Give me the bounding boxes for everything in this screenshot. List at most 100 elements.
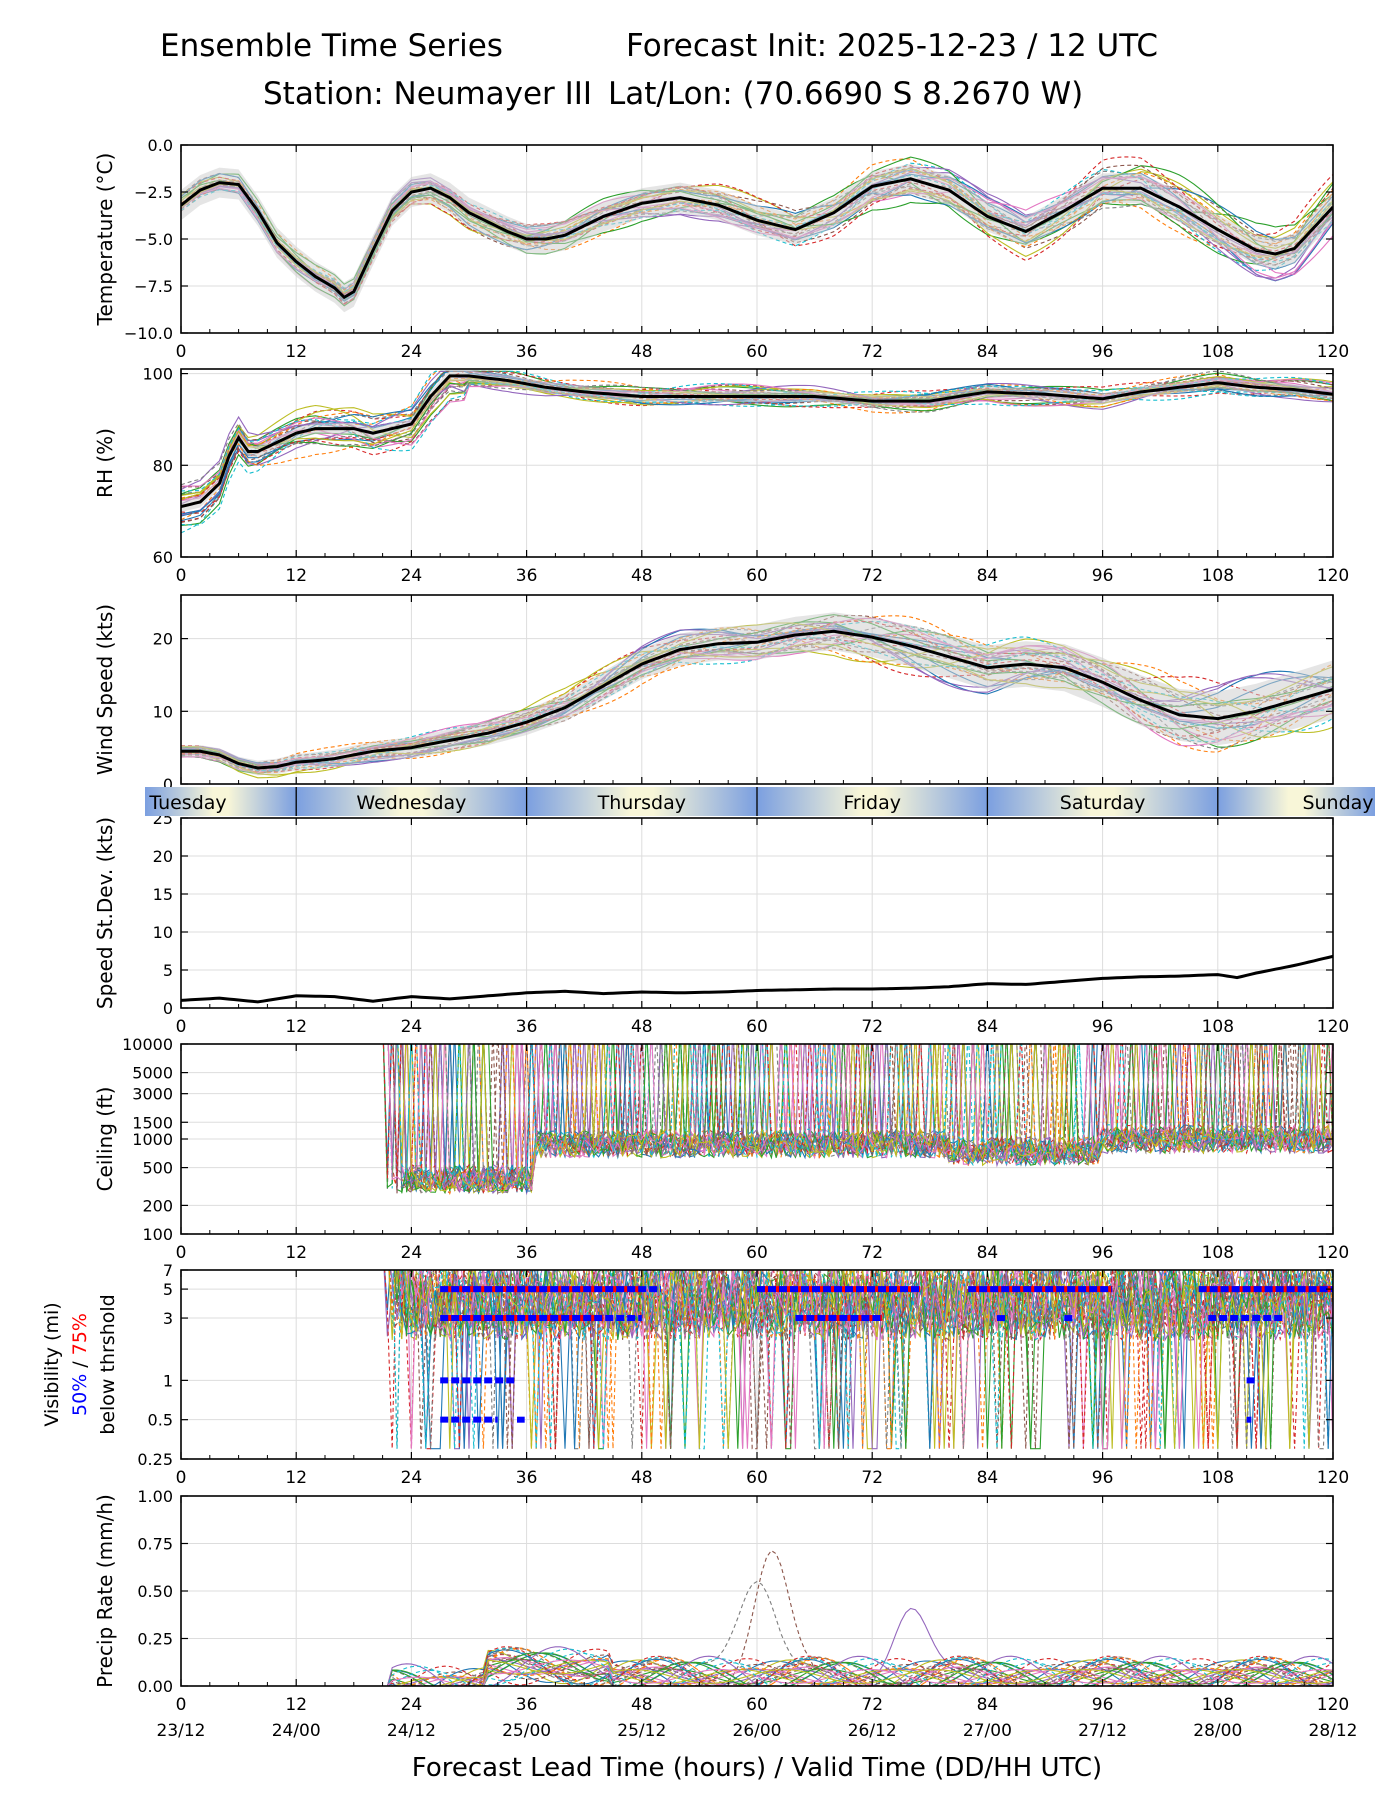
x-tick-label: 120 bbox=[1317, 1468, 1349, 1488]
y-tick-label: 1 bbox=[163, 1371, 173, 1390]
pct50-label: 50% bbox=[69, 1374, 91, 1416]
ceiling-member-line bbox=[396, 1044, 1333, 1191]
x-tick-label: 72 bbox=[861, 342, 883, 362]
valid-time-label: 24/12 bbox=[387, 1721, 436, 1741]
precip-member-line bbox=[181, 1648, 1333, 1686]
valid-time-label: 27/00 bbox=[963, 1721, 1012, 1741]
precip-member-line bbox=[181, 1659, 1333, 1686]
precip-member-line bbox=[181, 1652, 1333, 1686]
x-tick-label: 72 bbox=[861, 566, 883, 586]
y-axis-label: Ceiling (ft) bbox=[93, 1087, 117, 1192]
y-tick-label: 3000 bbox=[132, 1085, 173, 1104]
day-band-segment bbox=[987, 787, 1218, 816]
y-tick-label: 80 bbox=[153, 456, 173, 475]
day-band-segment bbox=[1217, 787, 1375, 816]
x-tick-label: 120 bbox=[1317, 566, 1349, 586]
x-tick-label: 60 bbox=[746, 1243, 768, 1263]
precip-member-line bbox=[181, 1549, 1333, 1686]
wind-spread-band bbox=[181, 612, 1333, 776]
precip-member-line bbox=[181, 1647, 1333, 1686]
x-tick-label: 12 bbox=[285, 1243, 307, 1263]
x-tick-label: 48 bbox=[631, 1017, 653, 1037]
rh-member-line bbox=[181, 378, 1333, 488]
rh-member-line bbox=[181, 377, 1333, 491]
day-band-segment bbox=[526, 787, 757, 816]
precip-member-line bbox=[181, 1654, 1333, 1686]
temperature-mean-line bbox=[181, 177, 1333, 300]
day-band-segment bbox=[757, 787, 988, 816]
x-tick-label: 108 bbox=[1202, 1017, 1234, 1037]
x-tick-label: 120 bbox=[1317, 1695, 1349, 1715]
x-tick-label: 12 bbox=[285, 1695, 307, 1715]
y-axis-label: Wind Speed (kts) bbox=[93, 604, 117, 775]
visibility-member-line bbox=[399, 1270, 1333, 1450]
x-tick-label: 84 bbox=[977, 1017, 999, 1037]
y-tick-label: −2.5 bbox=[134, 183, 173, 202]
y-tick-label: 0.0 bbox=[148, 136, 173, 155]
y-tick-label: 0.50 bbox=[137, 1582, 173, 1601]
day-band-segment bbox=[145, 787, 297, 816]
y-tick-label: 0.00 bbox=[137, 1677, 173, 1696]
ceiling-member-line bbox=[387, 1044, 1333, 1193]
x-tick-label: 0 bbox=[176, 342, 187, 362]
x-tick-label: 120 bbox=[1317, 1243, 1349, 1263]
x-tick-label: 36 bbox=[516, 1017, 538, 1037]
rh-plot bbox=[181, 369, 1333, 557]
x-tick-label: 72 bbox=[861, 1243, 883, 1263]
x-tick-label: 0 bbox=[176, 1017, 187, 1037]
y-tick-label: 200 bbox=[142, 1196, 173, 1215]
x-tick-label: 0 bbox=[176, 1695, 187, 1715]
visibility-member-line bbox=[388, 1270, 1333, 1449]
y-tick-label: 60 bbox=[153, 548, 173, 567]
x-tick-label: 120 bbox=[1317, 342, 1349, 362]
rh-mean-line bbox=[181, 374, 1333, 509]
x-tick-label: 108 bbox=[1202, 1243, 1234, 1263]
visibility-plot bbox=[181, 1270, 1333, 1459]
y-tick-label: 5 bbox=[163, 961, 173, 980]
x-tick-label: 12 bbox=[285, 1017, 307, 1037]
x-tick-label: 60 bbox=[746, 566, 768, 586]
y-tick-label: 15 bbox=[153, 885, 173, 904]
x-tick-label: 0 bbox=[176, 1468, 187, 1488]
valid-time-label: 26/00 bbox=[733, 1721, 782, 1741]
precip-member-line bbox=[181, 1652, 1333, 1686]
x-tick-label: 60 bbox=[746, 1695, 768, 1715]
pct-sep: / bbox=[69, 1355, 91, 1373]
y-tick-label: 1000 bbox=[132, 1130, 173, 1149]
y-tick-label: −5.0 bbox=[134, 230, 173, 249]
y-tick-label: 3 bbox=[163, 1309, 173, 1328]
x-tick-label: 108 bbox=[1202, 342, 1234, 362]
visibility-member-line bbox=[394, 1270, 1333, 1449]
y-tick-label: 7 bbox=[163, 1261, 173, 1280]
x-tick-label: 60 bbox=[746, 1017, 768, 1037]
precip-member-line bbox=[181, 1653, 1333, 1686]
y-tick-label: 10 bbox=[153, 923, 173, 942]
valid-time-label: 25/12 bbox=[617, 1721, 666, 1741]
x-tick-label: 108 bbox=[1202, 1695, 1234, 1715]
y-axis-label: RH (%) bbox=[93, 428, 117, 498]
x-tick-label: 24 bbox=[401, 566, 423, 586]
valid-time-label: 28/12 bbox=[1309, 1721, 1358, 1741]
precip-plot bbox=[181, 1496, 1333, 1686]
valid-time-label: 25/00 bbox=[502, 1721, 551, 1741]
x-tick-label: 48 bbox=[631, 566, 653, 586]
x-tick-label: 84 bbox=[977, 1695, 999, 1715]
x-tick-label: 96 bbox=[1092, 1017, 1114, 1037]
x-tick-label: 0 bbox=[176, 566, 187, 586]
precip-member-line bbox=[181, 1659, 1333, 1686]
visibility-member-line bbox=[395, 1270, 1333, 1450]
ceiling-plot bbox=[181, 1044, 1333, 1234]
valid-time-label: 28/00 bbox=[1193, 1721, 1242, 1741]
y-tick-label: 10000 bbox=[122, 1035, 173, 1054]
visibility-member-line bbox=[396, 1270, 1333, 1449]
x-tick-label: 48 bbox=[631, 1243, 653, 1263]
day-label: Tuesday bbox=[148, 792, 226, 814]
x-tick-label: 36 bbox=[516, 1695, 538, 1715]
valid-time-label: 23/12 bbox=[157, 1721, 206, 1741]
y-tick-label: 1500 bbox=[132, 1113, 173, 1132]
pct75-label: 75% bbox=[69, 1313, 91, 1355]
ceiling-member-line bbox=[382, 1044, 1328, 1193]
forecast-init: Forecast Init: 2025-12-23 / 12 UTC bbox=[626, 28, 1158, 64]
x-tick-label: 24 bbox=[401, 342, 423, 362]
ceiling-member-line bbox=[382, 1044, 1333, 1193]
